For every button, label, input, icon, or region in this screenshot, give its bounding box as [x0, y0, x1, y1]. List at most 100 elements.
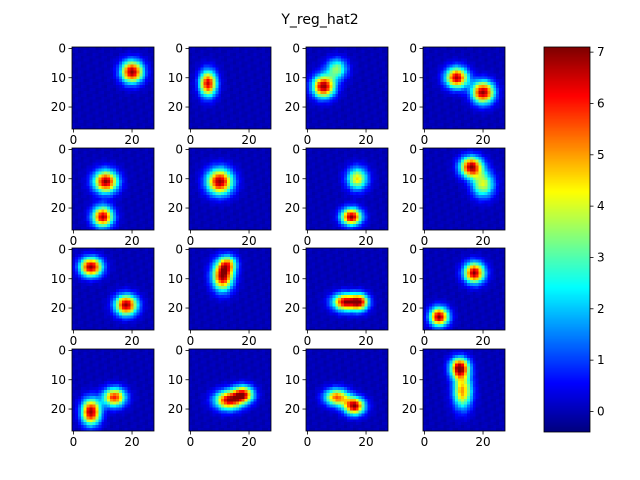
y-tick-label: 20 [51, 301, 66, 315]
x-tick-label: 20 [241, 234, 256, 248]
colorbar-tick-label: 0 [597, 404, 605, 418]
x-tick-label: 20 [241, 334, 256, 348]
x-tick-label: 0 [304, 133, 312, 147]
y-tick-label: 10 [402, 71, 417, 85]
x-tick-label: 20 [241, 435, 256, 449]
heatmap-image [72, 47, 154, 129]
y-tick-label: 20 [51, 402, 66, 416]
y-tick-label: 0 [175, 242, 183, 256]
y-tick-label: 10 [168, 172, 183, 186]
x-tick-label: 0 [70, 334, 78, 348]
x-tick-label: 20 [124, 133, 139, 147]
x-tick-label: 20 [124, 334, 139, 348]
heatmap-panel-4: 0 20 0 10 20 [402, 41, 506, 147]
colorbar-tick-label: 1 [597, 353, 605, 367]
y-tick-label: 10 [51, 272, 66, 286]
panel-frame [71, 247, 155, 331]
x-tick-label: 20 [358, 334, 373, 348]
panel-frame [422, 247, 506, 331]
heatmap-image [189, 47, 271, 129]
heatmap-panel-10: 0 20 0 10 20 [168, 242, 272, 348]
y-tick-label: 0 [175, 41, 183, 55]
y-tick-label: 20 [168, 301, 183, 315]
x-tick-label: 20 [475, 334, 490, 348]
heatmap-image [72, 248, 154, 330]
y-tick-label: 20 [168, 100, 183, 114]
x-tick-label: 20 [124, 234, 139, 248]
heatmap-image [189, 248, 271, 330]
panel-frame [305, 46, 389, 130]
y-tick-label: 10 [168, 373, 183, 387]
x-tick-label: 0 [187, 334, 195, 348]
chart-title: Y_reg_hat2 [280, 12, 358, 28]
y-tick-label: 0 [292, 242, 300, 256]
heatmap-image [423, 47, 505, 129]
y-tick-label: 10 [402, 373, 417, 387]
y-tick-label: 0 [409, 343, 417, 357]
x-tick-label: 20 [475, 234, 490, 248]
y-tick-label: 20 [402, 201, 417, 215]
y-tick-label: 0 [175, 142, 183, 156]
heatmap-panel-9: 0 20 0 10 20 [51, 242, 155, 348]
heatmap-image [306, 248, 388, 330]
heatmap-image [423, 349, 505, 431]
y-tick-label: 0 [409, 41, 417, 55]
colorbar-tick-label: 7 [597, 45, 605, 59]
x-tick-label: 20 [358, 234, 373, 248]
heatmap-image [423, 148, 505, 230]
heatmap-panel-15: 0 20 0 10 20 [285, 343, 389, 449]
panel-frame [71, 46, 155, 130]
x-tick-label: 0 [304, 334, 312, 348]
panel-frame [422, 348, 506, 432]
y-tick-label: 10 [51, 373, 66, 387]
x-tick-label: 0 [421, 435, 429, 449]
colorbar-tick-label: 3 [597, 250, 605, 264]
y-tick-label: 0 [175, 343, 183, 357]
panel-grid: 0 20 0 10 20 0 20 0 10 20 0 20 0 10 20 0 20 0 10 20 0 20 0 10 20… [51, 41, 506, 449]
colorbar-tick-label: 2 [597, 302, 605, 316]
x-tick-label: 0 [70, 234, 78, 248]
y-tick-label: 20 [168, 402, 183, 416]
panel-frame [71, 348, 155, 432]
y-tick-label: 20 [285, 100, 300, 114]
y-tick-label: 10 [168, 272, 183, 286]
y-tick-label: 10 [285, 373, 300, 387]
y-tick-label: 10 [285, 71, 300, 85]
x-tick-label: 20 [124, 435, 139, 449]
y-tick-label: 10 [285, 172, 300, 186]
y-tick-label: 20 [285, 402, 300, 416]
heatmap-image [306, 148, 388, 230]
heatmap-panel-16: 0 20 0 10 20 [402, 343, 506, 449]
heatmap-panel-7: 0 20 0 10 20 [285, 142, 389, 248]
x-tick-label: 0 [70, 133, 78, 147]
x-tick-label: 20 [358, 133, 373, 147]
y-tick-label: 10 [285, 272, 300, 286]
x-tick-label: 0 [421, 334, 429, 348]
panel-frame [188, 348, 272, 432]
y-tick-label: 10 [51, 172, 66, 186]
x-tick-label: 0 [187, 234, 195, 248]
y-tick-label: 20 [402, 301, 417, 315]
panel-frame [71, 147, 155, 231]
panel-frame [422, 147, 506, 231]
panel-frame [305, 247, 389, 331]
y-tick-label: 10 [402, 272, 417, 286]
x-tick-label: 0 [304, 435, 312, 449]
x-tick-label: 20 [475, 133, 490, 147]
x-tick-label: 20 [358, 435, 373, 449]
heatmap-image [306, 47, 388, 129]
y-tick-label: 0 [292, 142, 300, 156]
x-tick-label: 0 [421, 234, 429, 248]
x-tick-label: 0 [421, 133, 429, 147]
x-tick-label: 20 [475, 435, 490, 449]
heatmap-image [189, 349, 271, 431]
y-tick-label: 20 [51, 100, 66, 114]
y-tick-label: 10 [402, 172, 417, 186]
panel-frame [422, 46, 506, 130]
y-tick-label: 20 [402, 402, 417, 416]
panel-frame [188, 247, 272, 331]
heatmap-panel-1: 0 20 0 10 20 [51, 41, 155, 147]
x-tick-label: 0 [187, 133, 195, 147]
y-tick-label: 20 [285, 301, 300, 315]
